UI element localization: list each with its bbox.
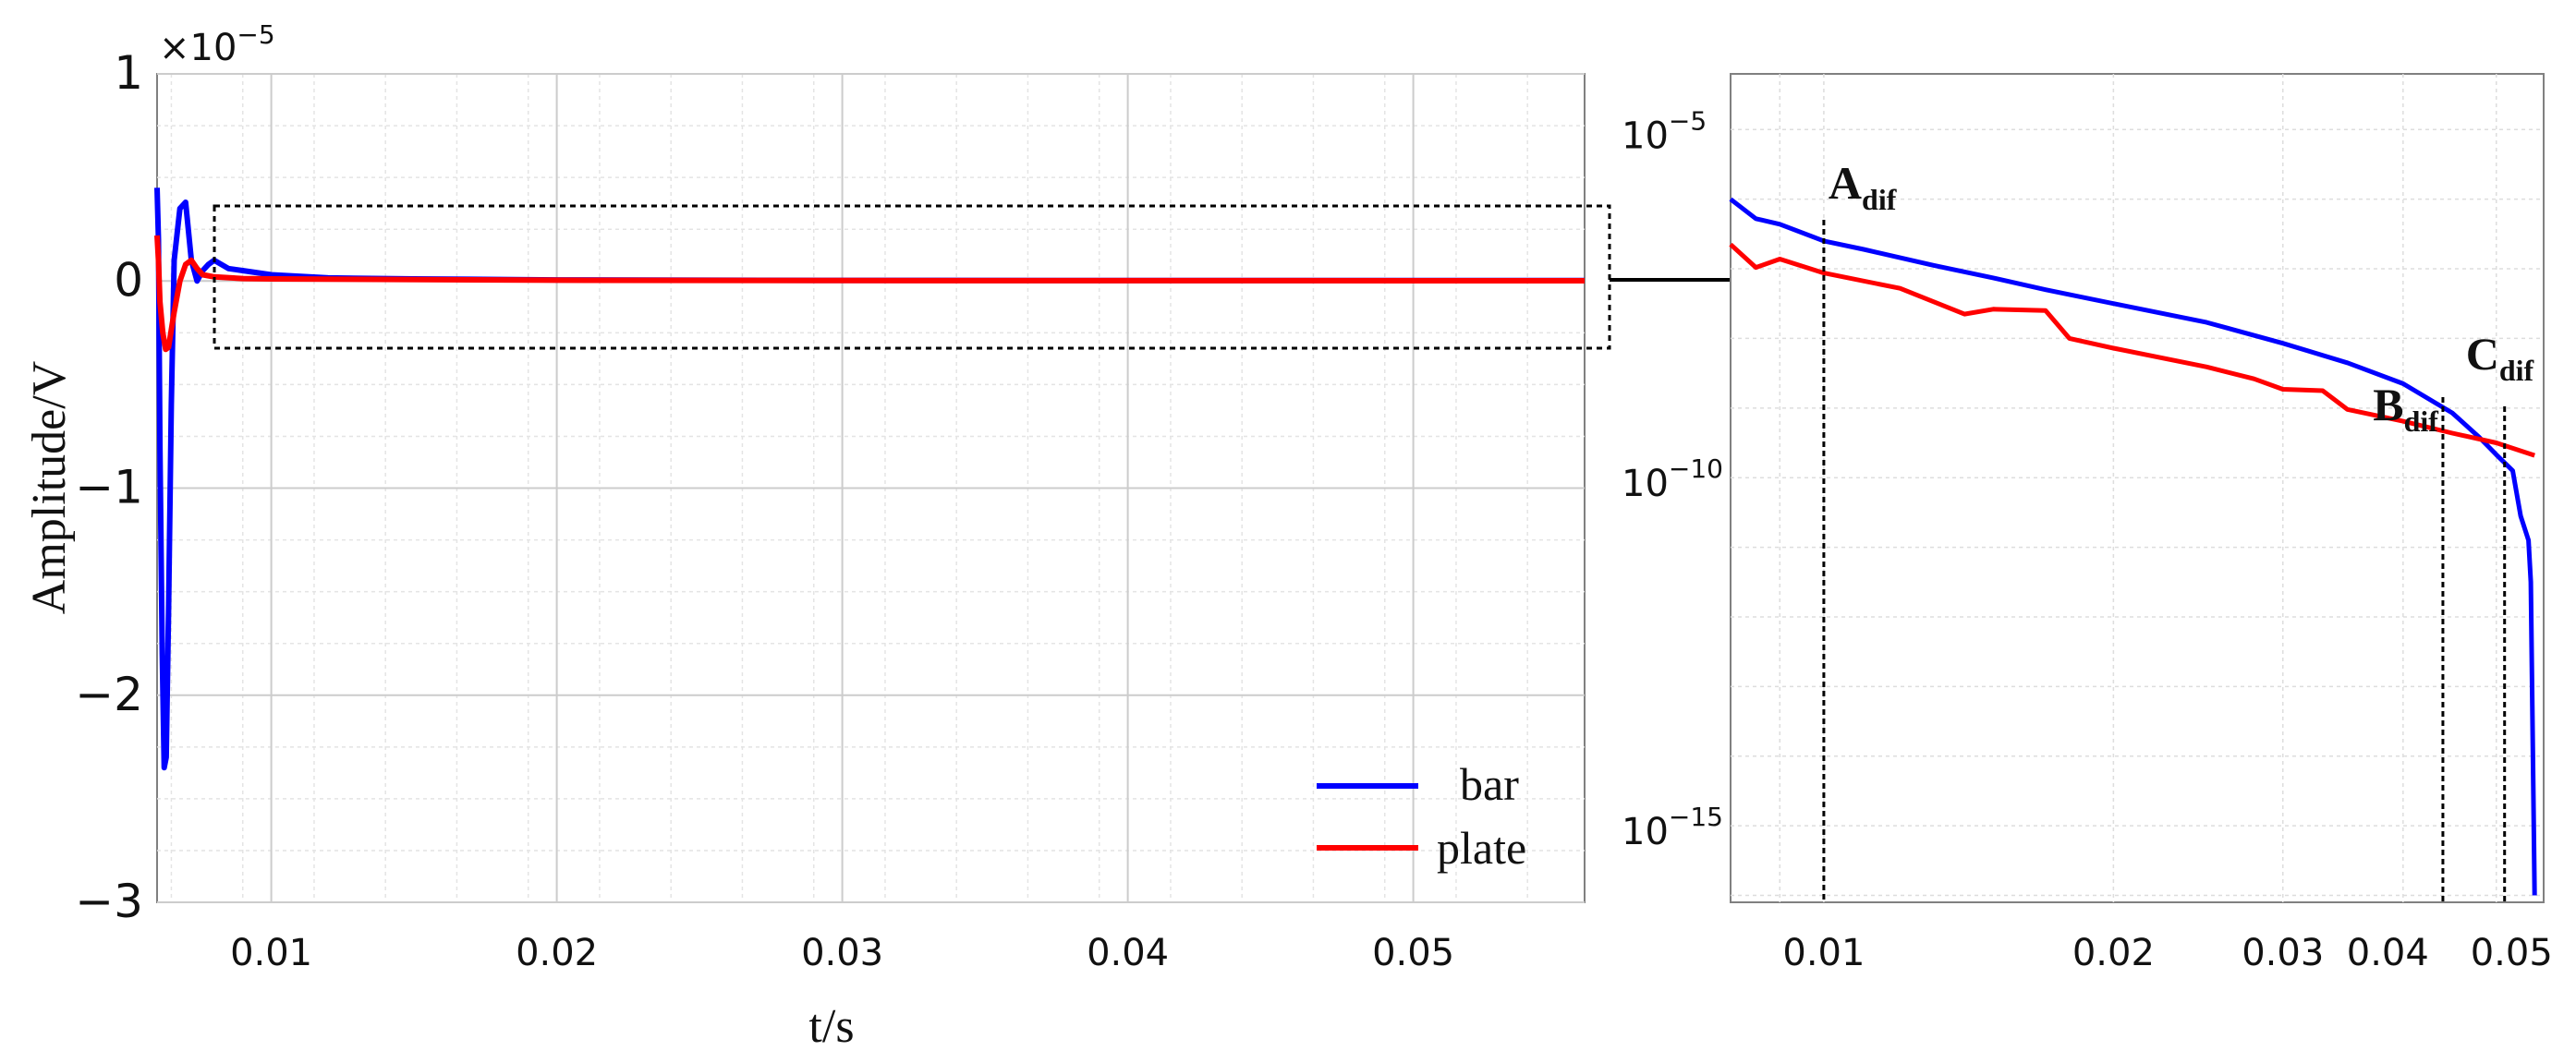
y-tick-label: −1 xyxy=(75,461,143,514)
y-exponent-label: ×10−5 xyxy=(159,19,275,69)
zoom-y-tick-label: 10−5 xyxy=(1622,105,1707,157)
main-series xyxy=(154,187,1586,771)
x-tick-label: 0.03 xyxy=(801,932,883,974)
zoom-series-line-bar xyxy=(1729,197,2537,896)
main-grid-major xyxy=(157,73,1585,903)
annotation-label: Cdif xyxy=(2466,328,2534,387)
zoom-y-tick-label: 10−10 xyxy=(1622,453,1723,505)
main-x-tick-labels: 0.01 0.02 0.03 0.04 0.05 xyxy=(230,932,1454,974)
annotation-label: Adif xyxy=(1829,157,1897,216)
legend-bar-label: bar xyxy=(1460,758,1519,810)
zoom-x-tick-label: 0.01 xyxy=(1782,932,1865,974)
zoom-series xyxy=(1729,197,2537,896)
legend-plate-label: plate xyxy=(1437,822,1526,874)
zoom-x-tick-label: 0.04 xyxy=(2347,932,2429,974)
y-tick-label: −3 xyxy=(75,875,143,928)
zoom-series-line-plate xyxy=(1729,242,2535,458)
annotation-label: Bdif xyxy=(2373,379,2438,438)
zoom-plot: 0.01 0.02 0.03 0.04 0.05 10−5 10−10 10−15 Adif… xyxy=(1622,73,2553,974)
zoom-selection-box xyxy=(213,204,1611,350)
main-y-tick-labels: 1 0 −1 −2 −3 xyxy=(75,46,143,928)
zoom-x-tick-label: 0.03 xyxy=(2242,932,2324,974)
zoom-annotations: Adif Bdif Cdif xyxy=(1822,157,2534,902)
x-tick-label: 0.01 xyxy=(230,932,312,974)
x-tick-label: 0.05 xyxy=(1372,932,1454,974)
x-tick-label: 0.04 xyxy=(1087,932,1169,974)
y-tick-label: 1 xyxy=(114,46,143,100)
zoom-y-tick-labels: 10−5 10−10 10−15 xyxy=(1622,105,1723,853)
zoom-plot-area xyxy=(1730,73,2545,903)
zoom-y-tick-label: 10−15 xyxy=(1622,802,1723,853)
zoom-x-tick-label: 0.05 xyxy=(2471,932,2553,974)
series-line-plate xyxy=(154,235,1586,353)
x-tick-label: 0.02 xyxy=(516,932,598,974)
y-tick-label: −2 xyxy=(75,668,143,721)
main-x-axis-label: t/s xyxy=(808,1000,854,1053)
main-plot: 0.01 0.02 0.03 0.04 0.05 10−1−2−3 ×10−5 t/s … xyxy=(23,19,1611,1053)
y-tick-label: 0 xyxy=(114,253,143,307)
legend: bar plate xyxy=(1317,758,1526,874)
zoom-x-tick-label: 0.02 xyxy=(2072,932,2155,974)
main-y-axis-label: Amplitude/V xyxy=(23,361,76,614)
zoom-x-tick-labels: 0.01 0.02 0.03 0.04 0.05 xyxy=(1782,932,2552,974)
